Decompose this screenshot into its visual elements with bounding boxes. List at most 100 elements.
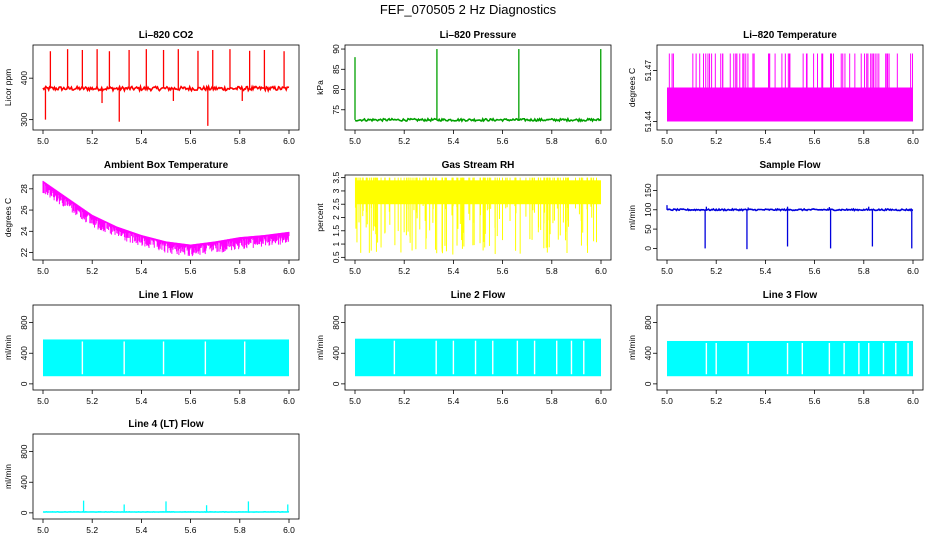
- x-tick-label: 5.0: [349, 396, 361, 406]
- y-tick-label: 80: [331, 85, 341, 95]
- x-tick-label: 5.2: [86, 136, 98, 146]
- y-tick-label: 0: [643, 246, 653, 251]
- x-tick-label: 5.6: [185, 525, 197, 535]
- panel-box_temp: Ambient Box Temperature 5.0 5.2 5.4 5.6 5.8 6.…: [3, 160, 300, 276]
- y-tick-label: 400: [19, 346, 29, 360]
- plot-frame: [344, 44, 612, 131]
- panel-title: Li–820 CO2: [139, 30, 194, 41]
- data-layer: [42, 500, 289, 513]
- x-tick-label: 5.8: [546, 266, 558, 276]
- y-axis-label: degrees C: [3, 198, 13, 237]
- y-tick-label: 50: [643, 224, 653, 234]
- y-axis-label: ml/min: [627, 205, 637, 230]
- y-tick-label: 0: [643, 381, 653, 386]
- plot-frame: [32, 304, 300, 391]
- data-layer: [667, 53, 913, 122]
- y-tick-label: 300: [19, 112, 29, 126]
- y-tick-label: 3.5: [331, 171, 341, 183]
- x-tick-label: 5.4: [135, 525, 147, 535]
- x-tick-label: 5.4: [447, 396, 459, 406]
- data-layer: [666, 205, 914, 250]
- x-tick-label: 6.0: [595, 266, 607, 276]
- panel-licor_temp: Li–820 Temperature 5.0 5.2 5.4 5.6 5.8 6.0 51.4…: [627, 30, 924, 146]
- y-tick-label: 0: [331, 381, 341, 386]
- y-tick-label: 1: [331, 241, 341, 246]
- x-tick-label: 5.4: [447, 136, 459, 146]
- flow-block: [667, 340, 913, 377]
- x-tick-label: 5.8: [234, 525, 246, 535]
- y-tick-label: 800: [331, 315, 341, 329]
- x-tick-label: 5.4: [135, 136, 147, 146]
- x-tick-label: 5.0: [37, 136, 49, 146]
- y-tick-label: 400: [331, 346, 341, 360]
- plot-frame: [32, 44, 300, 131]
- y-tick-label: 0.5: [331, 251, 341, 263]
- panel-rh: Gas Stream RH 5.0 5.2 5.4 5.6 5.8 6.0 0.5 1 1.5 2 2…: [315, 160, 612, 276]
- x-tick-label: 5.2: [86, 396, 98, 406]
- data-layer: [354, 177, 601, 255]
- x-tick-label: 5.8: [858, 266, 870, 276]
- flow-block: [43, 339, 289, 377]
- data-layer: [667, 340, 913, 377]
- data-layer: [354, 49, 602, 123]
- plot-frame: [32, 433, 300, 520]
- series-line: [354, 116, 602, 123]
- y-tick-label: 51.47: [643, 60, 653, 82]
- y-axis-label: ml/min: [627, 335, 637, 360]
- y-tick-label: 90: [331, 44, 341, 54]
- y-tick-label: 24: [19, 226, 29, 236]
- series-line: [666, 207, 914, 212]
- x-tick-label: 5.4: [135, 396, 147, 406]
- flow-block: [355, 338, 601, 377]
- y-tick-label: 2.5: [331, 198, 341, 210]
- y-tick-label: 28: [19, 184, 29, 194]
- x-tick-label: 5.8: [234, 266, 246, 276]
- x-tick-label: 5.6: [185, 266, 197, 276]
- x-tick-label: 5.0: [37, 396, 49, 406]
- y-tick-label: 22: [19, 248, 29, 258]
- y-tick-label: 75: [331, 105, 341, 115]
- y-axis-label: ml/min: [3, 335, 13, 360]
- x-tick-label: 5.2: [710, 136, 722, 146]
- y-tick-label: 0: [19, 510, 29, 515]
- x-tick-label: 5.8: [858, 396, 870, 406]
- y-tick-label: 26: [19, 205, 29, 215]
- x-tick-label: 5.2: [710, 396, 722, 406]
- y-tick-label: 1.5: [331, 225, 341, 237]
- x-tick-label: 5.0: [661, 136, 673, 146]
- x-tick-label: 6.0: [595, 136, 607, 146]
- panel-title: Li–820 Pressure: [440, 30, 517, 41]
- plot-frame: [656, 304, 924, 391]
- y-tick-label: 85: [331, 64, 341, 74]
- x-tick-label: 6.0: [595, 396, 607, 406]
- panel-pressure: Li–820 Pressure 5.0 5.2 5.4 5.6 5.8 6.0 75 80 85 9…: [315, 30, 612, 146]
- panel-sample_flow: Sample Flow 5.0 5.2 5.4 5.6 5.8 6.0 0 50 100 150 ml…: [627, 160, 924, 276]
- x-tick-label: 5.6: [809, 136, 821, 146]
- y-axis-label: kPa: [315, 80, 325, 95]
- x-tick-label: 5.2: [398, 396, 410, 406]
- panel-title: Sample Flow: [759, 160, 820, 171]
- x-tick-label: 5.4: [135, 266, 147, 276]
- y-axis-label: Licor ppm: [3, 69, 13, 106]
- x-tick-label: 5.2: [86, 525, 98, 535]
- x-tick-label: 5.6: [809, 396, 821, 406]
- x-tick-label: 5.4: [759, 266, 771, 276]
- x-tick-label: 5.0: [661, 266, 673, 276]
- y-tick-label: 800: [643, 315, 653, 329]
- y-tick-label: 400: [19, 71, 29, 85]
- panel-title: Ambient Box Temperature: [104, 160, 229, 171]
- y-axis-label: degrees C: [627, 68, 637, 107]
- x-tick-label: 5.0: [37, 266, 49, 276]
- panel-title: Li–820 Temperature: [743, 30, 837, 41]
- x-tick-label: 5.2: [86, 266, 98, 276]
- plot-frame: [32, 174, 300, 261]
- series-line: [42, 83, 290, 93]
- x-tick-label: 5.6: [497, 136, 509, 146]
- y-tick-label: 800: [19, 444, 29, 458]
- y-tick-label: 3: [331, 188, 341, 193]
- plot-frame: [656, 44, 924, 131]
- x-tick-label: 6.0: [283, 525, 295, 535]
- data-layer: [355, 338, 601, 377]
- y-tick-label: 100: [643, 202, 653, 216]
- x-tick-label: 5.0: [349, 136, 361, 146]
